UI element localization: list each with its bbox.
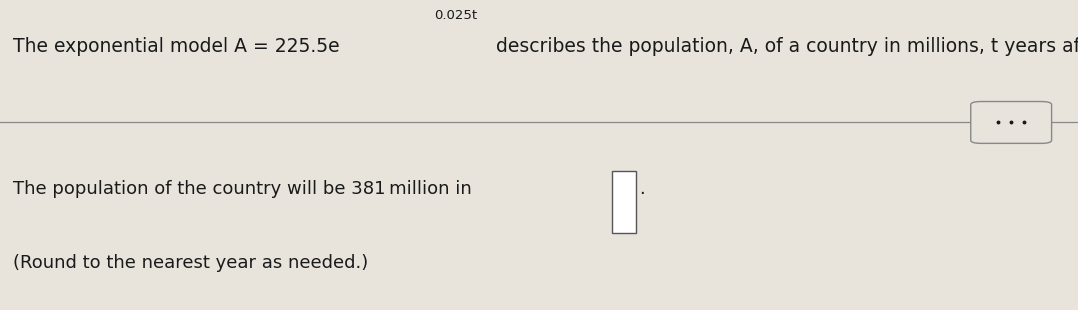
Text: (Round to the nearest year as needed.): (Round to the nearest year as needed.) — [13, 254, 369, 272]
Text: describes the population, A, of a country in millions, t years after 2003.: describes the population, A, of a countr… — [490, 37, 1078, 56]
FancyBboxPatch shape — [970, 102, 1051, 143]
FancyBboxPatch shape — [612, 170, 636, 232]
Text: 0.025t: 0.025t — [434, 9, 478, 22]
Text: The population of the country will be 381 million in: The population of the country will be 38… — [13, 180, 478, 198]
Text: The exponential model A = 225.5e: The exponential model A = 225.5e — [13, 37, 340, 56]
Text: .: . — [639, 180, 645, 198]
